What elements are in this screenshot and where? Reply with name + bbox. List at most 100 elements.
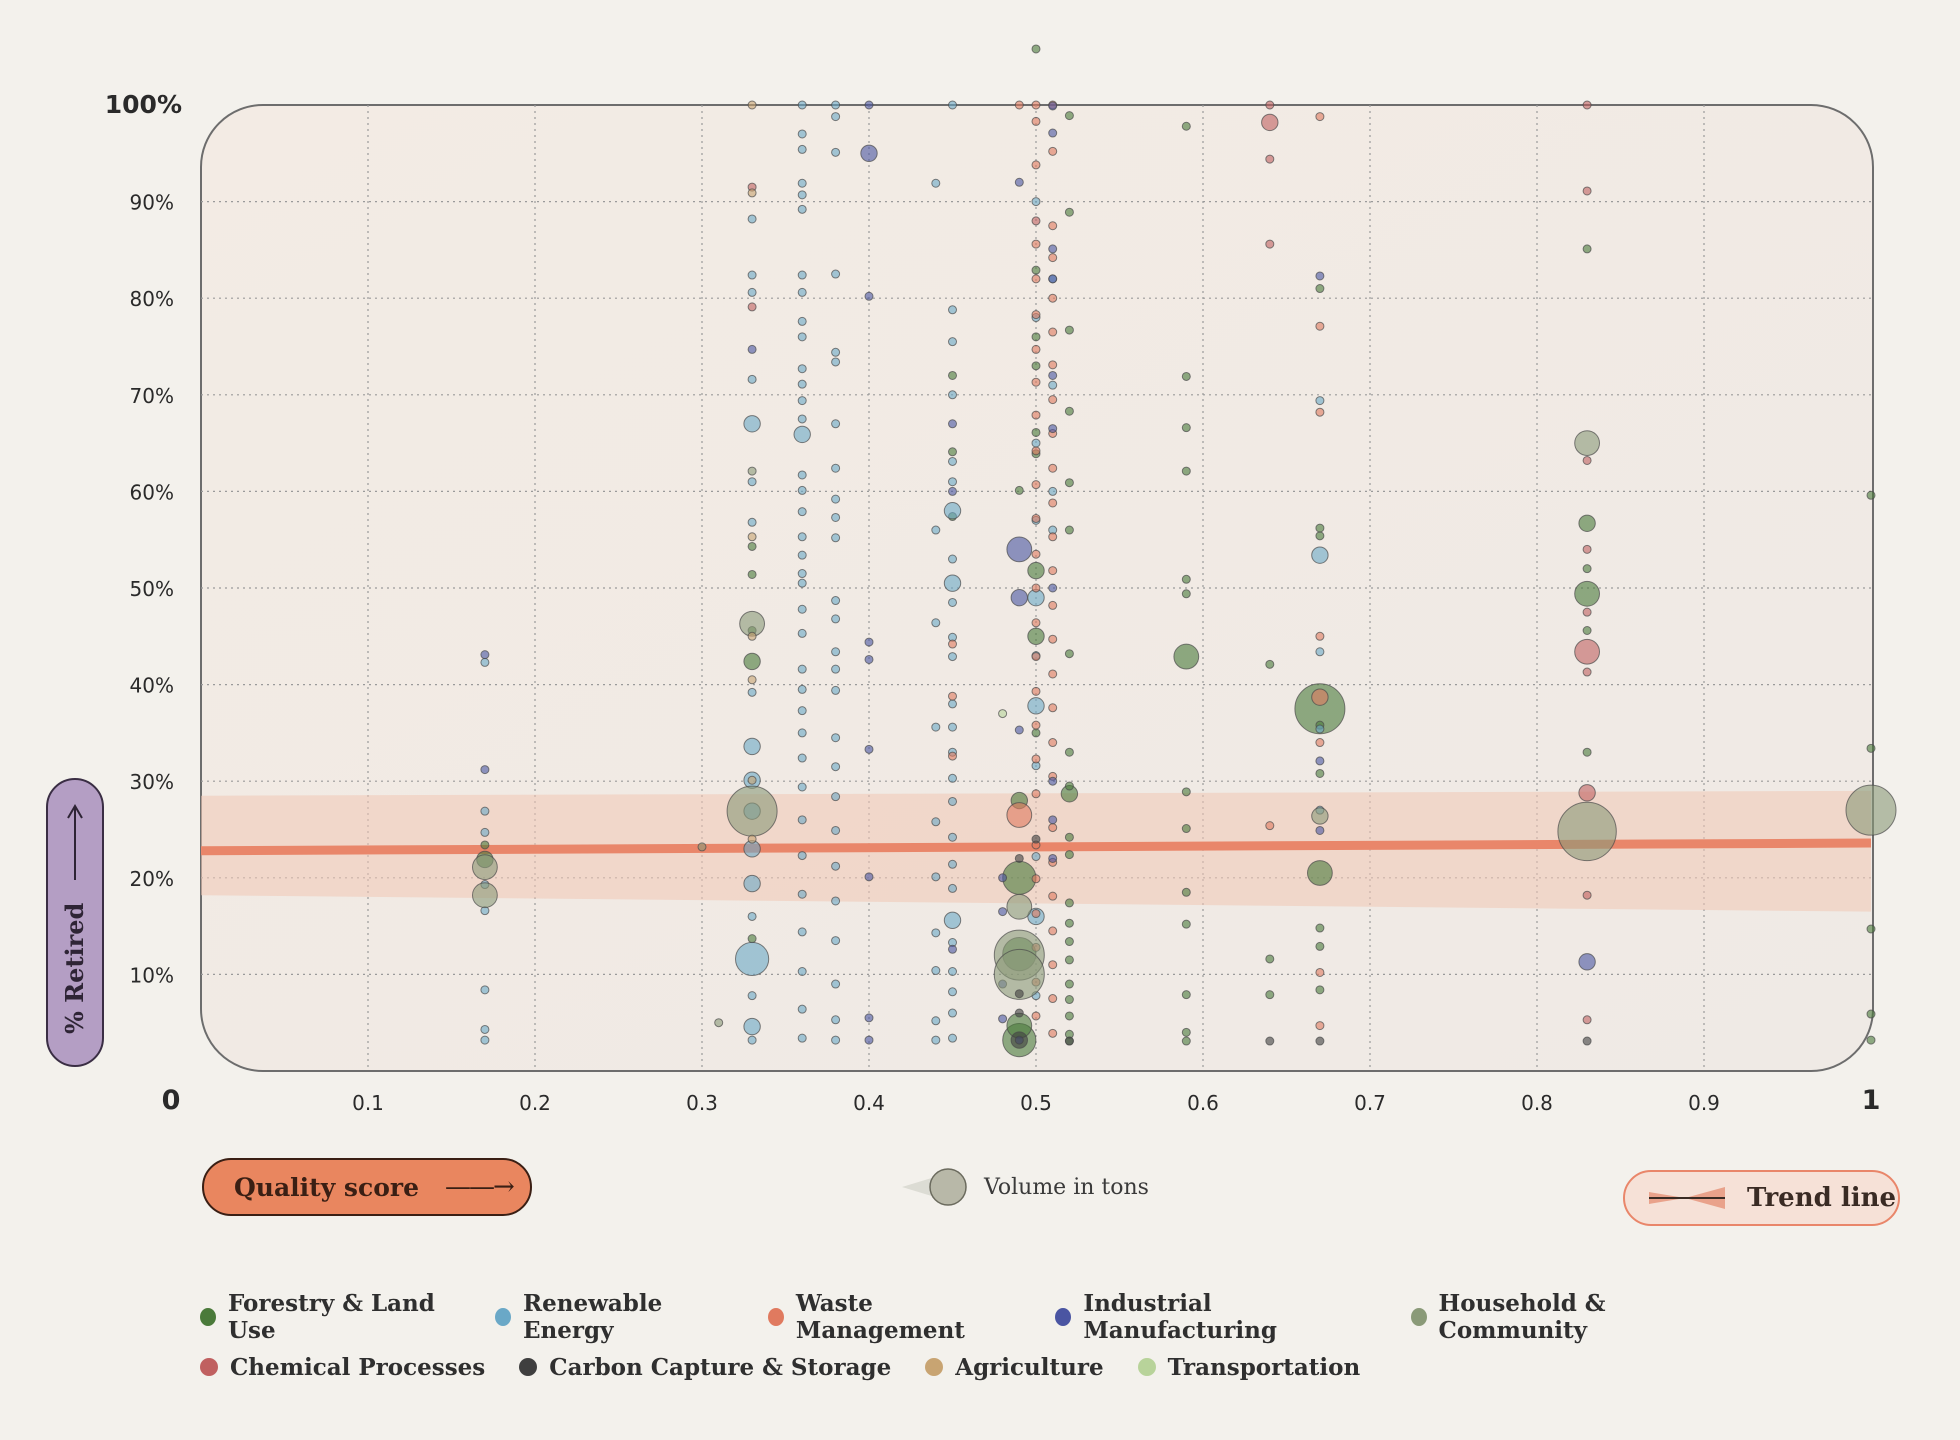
data-point bbox=[1315, 768, 1325, 778]
data-point bbox=[1014, 485, 1024, 495]
data-point bbox=[747, 214, 757, 224]
x-tick-label: 0 bbox=[162, 1085, 181, 1116]
data-point bbox=[697, 842, 707, 852]
data-point bbox=[931, 928, 941, 938]
data-point bbox=[1866, 924, 1876, 934]
x-tick-label: 0.9 bbox=[1688, 1091, 1720, 1115]
data-point bbox=[831, 494, 841, 504]
data-point bbox=[1048, 960, 1058, 970]
data-point bbox=[797, 532, 807, 542]
data-point bbox=[1315, 407, 1325, 417]
data-point bbox=[831, 112, 841, 122]
data-point bbox=[1315, 531, 1325, 541]
legend-label: Chemical Processes bbox=[230, 1353, 486, 1381]
data-point bbox=[1064, 850, 1074, 860]
data-point bbox=[747, 532, 757, 542]
data-point bbox=[1064, 995, 1074, 1005]
data-point bbox=[797, 782, 807, 792]
data-point bbox=[864, 637, 874, 647]
data-point bbox=[747, 834, 757, 844]
data-point bbox=[1064, 478, 1074, 488]
data-point bbox=[864, 872, 874, 882]
legend-item: Forestry & Land Use bbox=[200, 1290, 461, 1344]
data-point bbox=[1315, 756, 1325, 766]
data-point bbox=[948, 751, 957, 761]
data-point bbox=[831, 825, 841, 835]
data-point bbox=[797, 178, 807, 188]
data-point bbox=[1031, 274, 1041, 284]
data-point bbox=[1265, 659, 1275, 669]
data-point bbox=[1027, 561, 1045, 580]
data-point bbox=[747, 934, 757, 944]
data-point bbox=[1048, 776, 1058, 786]
data-point bbox=[831, 419, 841, 429]
data-point bbox=[1010, 1031, 1028, 1049]
data-point bbox=[948, 883, 957, 893]
data-point bbox=[1265, 239, 1275, 249]
data-point bbox=[1173, 643, 1200, 670]
data-point bbox=[831, 347, 841, 357]
series-carbon-capture-storage bbox=[1010, 834, 1592, 1049]
data-point bbox=[1311, 546, 1329, 564]
data-point bbox=[948, 419, 957, 429]
data-point bbox=[948, 477, 957, 487]
data-point bbox=[1582, 1015, 1592, 1025]
data-point bbox=[1031, 618, 1041, 628]
data-point bbox=[1031, 216, 1041, 226]
data-point bbox=[1315, 1021, 1325, 1031]
data-point bbox=[864, 291, 874, 301]
data-point bbox=[1315, 647, 1325, 657]
data-point bbox=[1181, 919, 1191, 929]
data-point bbox=[714, 1018, 724, 1028]
data-point bbox=[931, 178, 941, 188]
y-tick-label: 60% bbox=[130, 480, 174, 504]
y-tick-label: 80% bbox=[130, 287, 174, 311]
data-point bbox=[1031, 754, 1041, 764]
data-point bbox=[948, 456, 957, 466]
data-point bbox=[1048, 370, 1058, 380]
data-point bbox=[1048, 926, 1058, 936]
x-tick-label: 0.4 bbox=[853, 1091, 885, 1115]
data-point bbox=[1315, 271, 1325, 281]
data-point bbox=[831, 647, 841, 657]
data-point bbox=[797, 628, 807, 638]
data-point bbox=[831, 1035, 841, 1045]
data-point bbox=[831, 512, 841, 522]
data-point bbox=[943, 502, 962, 520]
data-point bbox=[1064, 649, 1074, 659]
data-point bbox=[797, 967, 807, 977]
y-axis-ticks: 10% 20% 30% 40% 50% 60% 70% 80% 90% 100% bbox=[105, 90, 182, 987]
series-transportation bbox=[998, 709, 1008, 719]
data-point bbox=[1048, 815, 1058, 825]
data-point bbox=[1031, 361, 1041, 371]
y-tick-label: 20% bbox=[130, 867, 174, 891]
trend-legend-label: Trend line bbox=[1747, 1183, 1897, 1213]
data-point bbox=[1048, 253, 1058, 263]
data-point bbox=[1048, 600, 1058, 610]
data-point bbox=[1261, 113, 1279, 132]
data-point bbox=[797, 569, 807, 579]
right-arrow-icon: ——→ bbox=[444, 1172, 515, 1202]
data-point bbox=[831, 733, 841, 743]
x-axis-ticks: 0 0.1 0.2 0.3 0.4 0.5 0.6 0.7 0.8 0.9 1 bbox=[162, 1085, 1881, 1116]
data-point bbox=[831, 792, 841, 802]
data-point bbox=[747, 100, 757, 110]
data-point bbox=[1031, 344, 1041, 354]
bubble-size-icon bbox=[902, 1168, 967, 1206]
data-point bbox=[1181, 466, 1191, 476]
data-point bbox=[1048, 566, 1058, 576]
data-point bbox=[1582, 100, 1592, 110]
data-point bbox=[743, 874, 761, 893]
legend-label: Agriculture bbox=[955, 1353, 1104, 1381]
data-point bbox=[480, 985, 490, 995]
data-point bbox=[1048, 244, 1058, 254]
data-point bbox=[1048, 703, 1058, 713]
data-point bbox=[797, 578, 807, 588]
y-axis-label: % Retired bbox=[60, 903, 89, 1034]
data-point bbox=[831, 979, 841, 989]
data-point bbox=[1048, 891, 1058, 901]
data-point bbox=[797, 664, 807, 674]
data-point bbox=[931, 966, 941, 976]
data-point bbox=[1031, 728, 1041, 738]
data-point bbox=[747, 911, 757, 921]
